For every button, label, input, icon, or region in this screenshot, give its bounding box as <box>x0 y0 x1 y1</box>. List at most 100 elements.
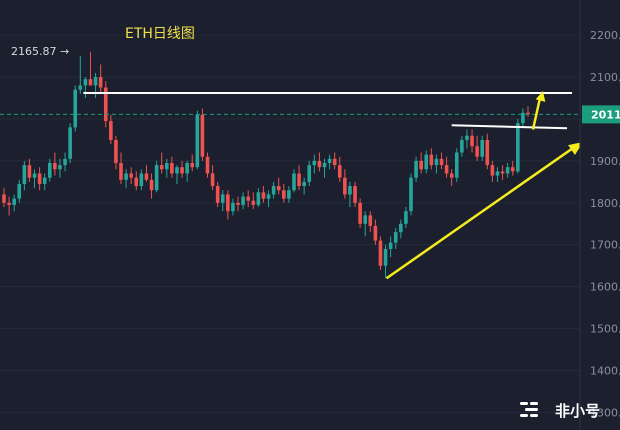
high-arrow-icon: → <box>60 45 69 58</box>
candle-body <box>414 160 418 178</box>
watermark-text: 非小号 <box>555 402 600 420</box>
candle-body <box>68 127 72 159</box>
candle-body <box>93 77 98 86</box>
candle-body <box>205 156 210 174</box>
candle-body <box>78 85 83 90</box>
candle-body <box>271 186 276 195</box>
y-tick-label: 1900. <box>590 155 620 168</box>
candle-body <box>399 223 403 233</box>
y-tick-label: 1800. <box>590 197 620 210</box>
candle-body <box>32 173 37 178</box>
candle-body <box>27 165 32 178</box>
candle-body <box>159 165 164 170</box>
trend-arrow-icon <box>568 142 583 155</box>
high-price-label: 2165.87 <box>11 45 57 58</box>
candle-body <box>495 171 500 176</box>
candle-body <box>444 165 449 174</box>
candle-body <box>47 163 52 178</box>
candle-body <box>337 165 342 178</box>
y-tick-label: 2100. <box>590 71 620 84</box>
candle-body <box>164 163 169 170</box>
axis-panel <box>580 0 620 430</box>
candle-body <box>307 165 312 182</box>
candle-body <box>297 173 301 187</box>
candle-body <box>393 232 398 243</box>
candle-body <box>287 190 291 199</box>
candle-body <box>358 202 362 224</box>
candle-body <box>215 186 220 203</box>
candle-body <box>500 171 505 174</box>
candle-body <box>302 181 306 187</box>
candle-body <box>251 200 256 205</box>
candle-body <box>368 215 373 226</box>
candle-body <box>322 163 327 168</box>
candle-body <box>175 167 179 174</box>
candle-body <box>154 165 159 191</box>
candle-body <box>246 196 250 201</box>
candle-body <box>22 165 27 184</box>
candle-body <box>343 177 347 195</box>
candle-body <box>109 121 113 140</box>
candle-body <box>480 139 485 157</box>
candle-body <box>2 194 6 203</box>
current-price-label: 2011. <box>591 108 620 121</box>
candle-body <box>119 163 123 180</box>
candle-body <box>12 198 16 205</box>
chart-title: ETH日线图 <box>125 26 195 42</box>
candle-body <box>276 186 281 191</box>
candle-body <box>73 89 78 128</box>
candle-body <box>388 242 393 249</box>
candle-body <box>42 177 47 184</box>
candle-body <box>83 79 88 86</box>
candle-body <box>195 114 200 168</box>
candle-body <box>200 114 205 157</box>
candle-body <box>516 123 520 172</box>
candle-body <box>124 173 128 180</box>
candle-body <box>129 173 133 178</box>
candle-body <box>63 158 67 166</box>
resistance-line-lower <box>451 124 568 130</box>
candle-body <box>348 186 352 195</box>
candle-body <box>292 173 296 191</box>
candle-body <box>114 139 118 164</box>
candle-body <box>231 202 235 212</box>
candle-body <box>404 211 408 224</box>
candle-body <box>317 160 322 168</box>
candle-body <box>144 173 149 180</box>
candle-body <box>449 173 454 178</box>
candle-body <box>490 165 495 176</box>
candle-body <box>485 139 490 166</box>
candle-body <box>210 173 215 187</box>
breakout-line <box>531 97 542 130</box>
candle-body <box>180 167 184 174</box>
candle-body <box>434 158 439 166</box>
candle-body <box>236 202 240 205</box>
price-axis: 1300.1400.1500.1600.1700.1800.1900.2000.… <box>579 0 620 430</box>
candle-body <box>327 158 332 164</box>
candle-body <box>439 158 444 166</box>
trend-line <box>385 147 574 280</box>
candle-body <box>185 163 189 174</box>
candle-body <box>454 152 459 178</box>
candle-body <box>266 194 271 199</box>
candle-body <box>505 167 510 174</box>
candle-body <box>373 225 378 241</box>
candle-body <box>363 215 368 224</box>
candle-body <box>139 173 144 187</box>
y-tick-label: 1400. <box>590 365 620 378</box>
candle-body <box>149 179 154 191</box>
candle-body <box>134 177 139 187</box>
candle-body <box>312 160 317 166</box>
candle-body <box>220 194 225 203</box>
candle-body <box>103 87 108 122</box>
candle-body <box>470 135 474 147</box>
candle-body <box>37 173 42 184</box>
y-tick-label: 1500. <box>590 323 620 336</box>
candle-body <box>282 190 286 199</box>
candle-body <box>409 177 413 212</box>
y-tick-label: 1600. <box>590 281 620 294</box>
candle-body <box>17 183 22 199</box>
watermark-logo-icon <box>520 402 538 417</box>
